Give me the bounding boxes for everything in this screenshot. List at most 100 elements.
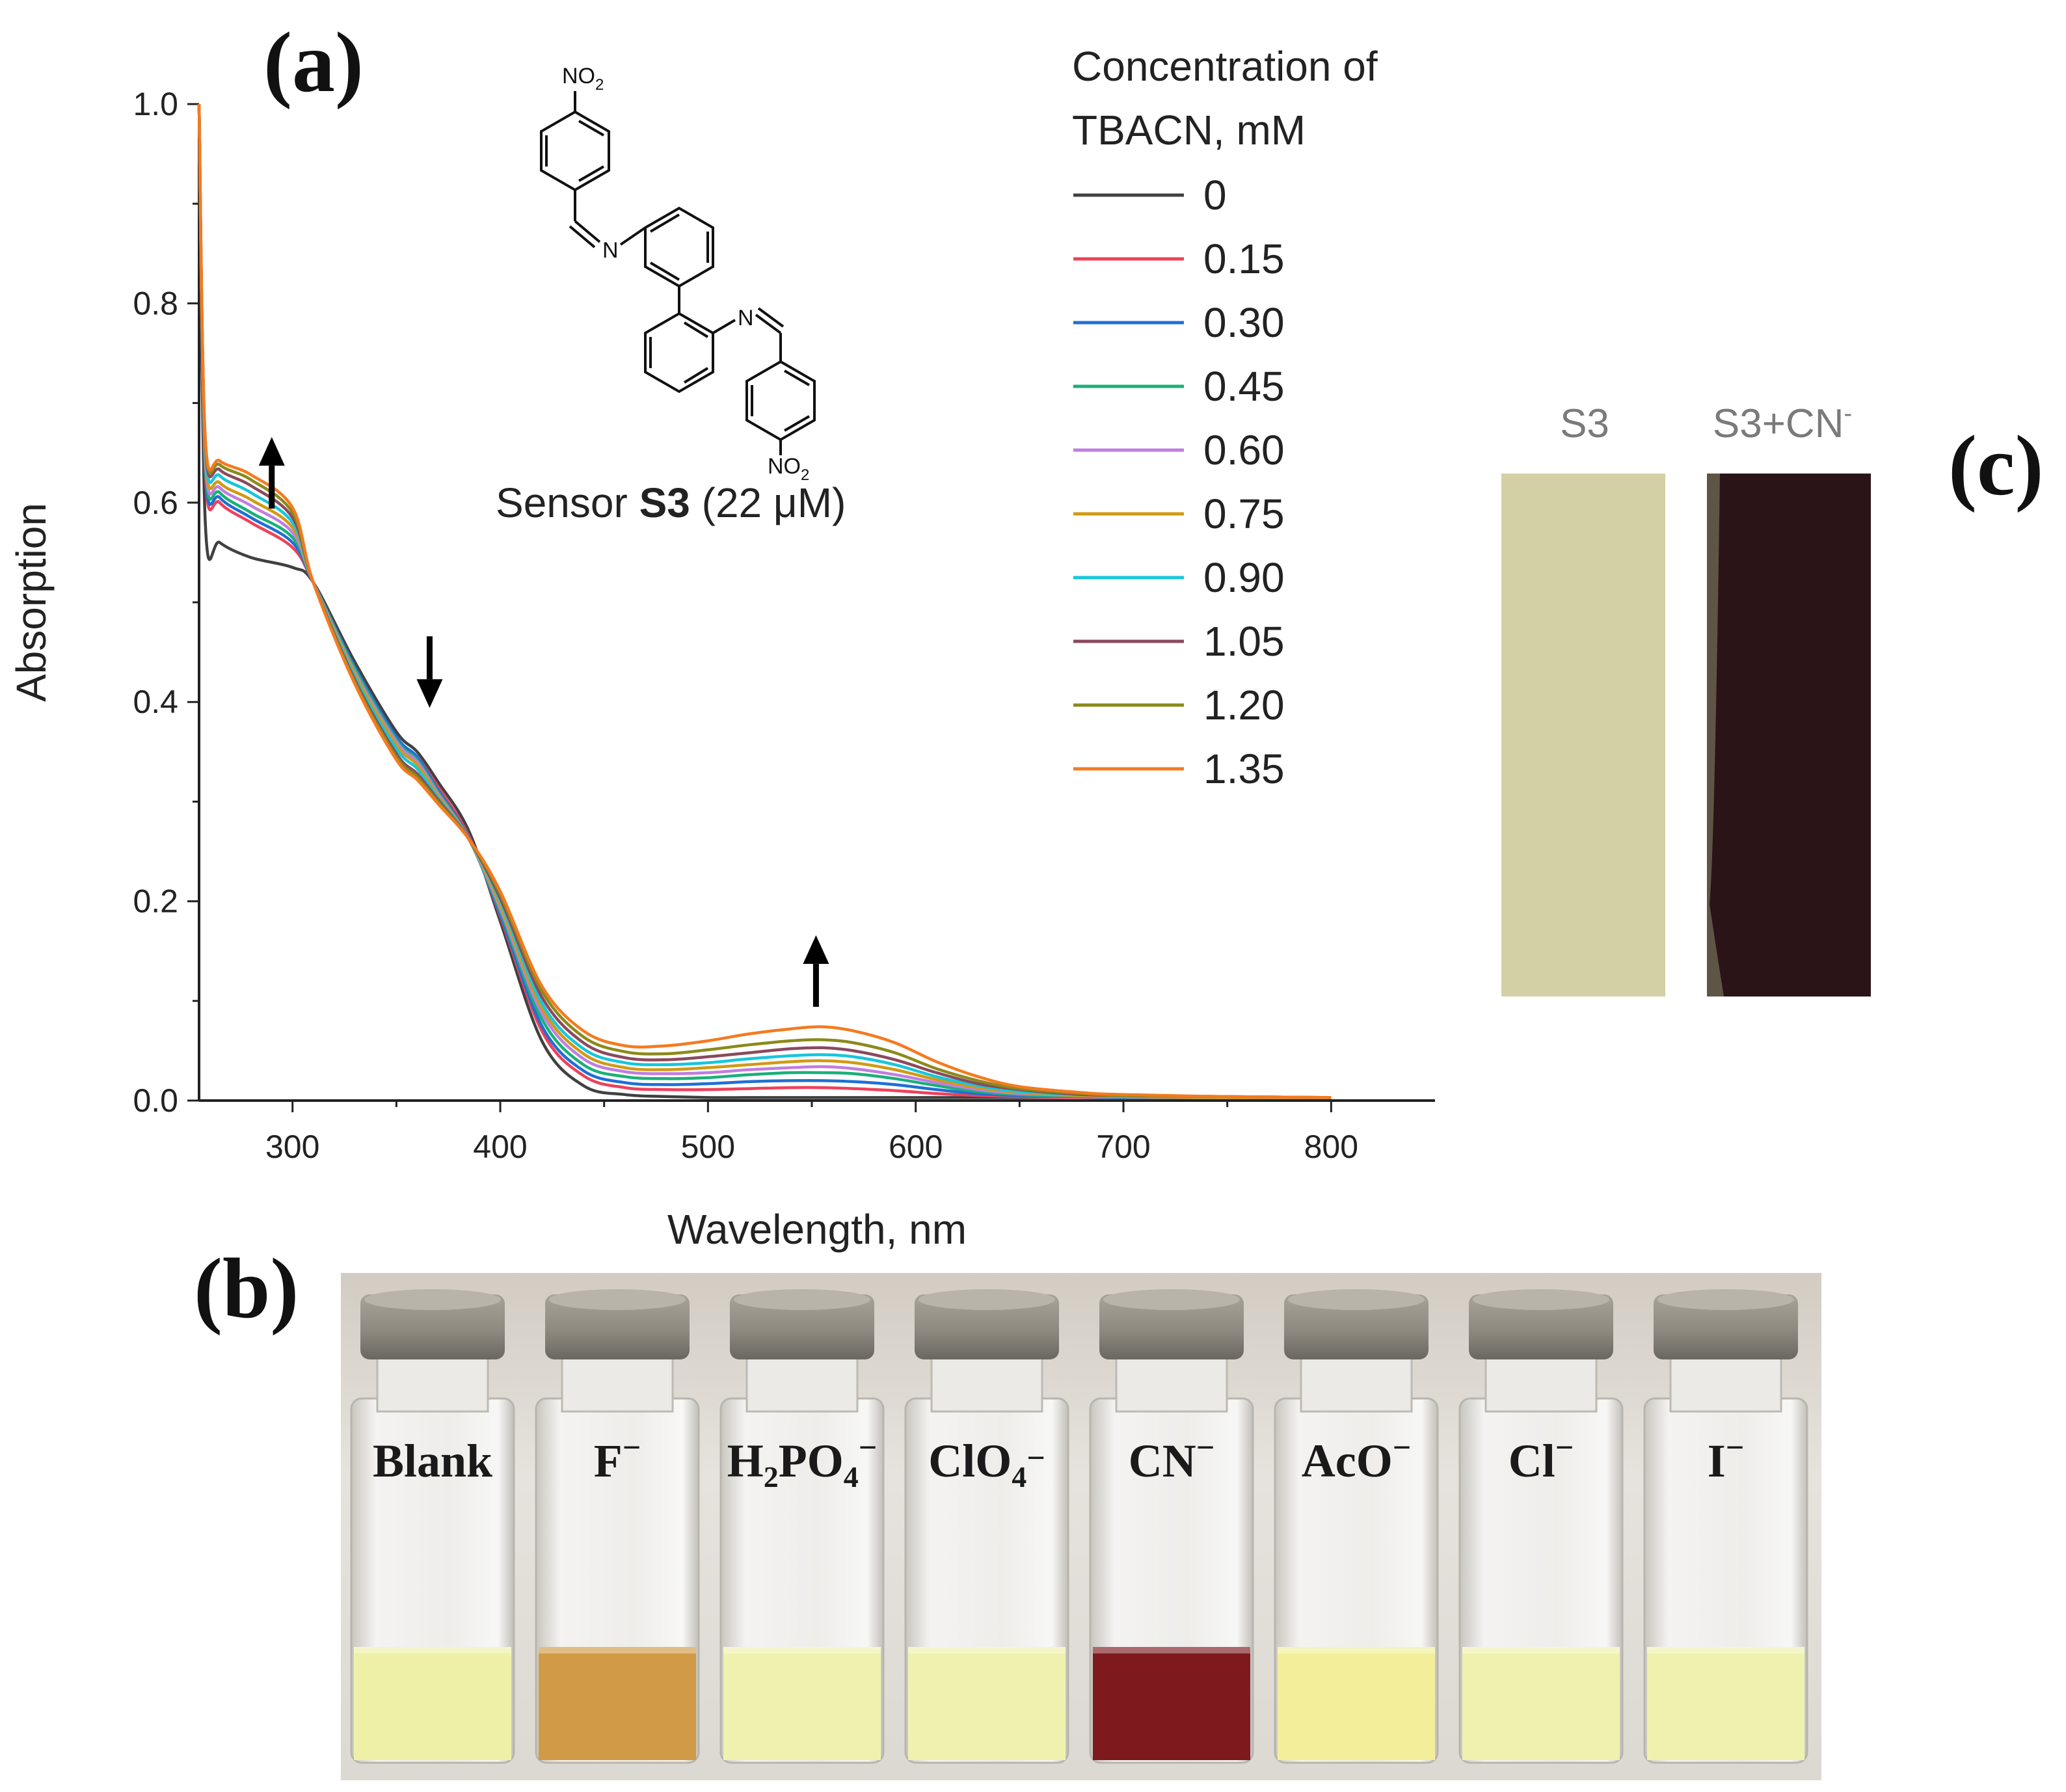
x-tick-label-400: 400: [473, 1129, 527, 1165]
vial-neck: [745, 1352, 859, 1413]
x-tick-label-800: 800: [1304, 1129, 1358, 1165]
y-axis-title: Absorption: [8, 503, 55, 702]
y-tick-label-0.8: 0.8: [133, 285, 178, 321]
series-line-0.15: [197, 103, 1332, 1099]
vial-meniscus: [1093, 1647, 1250, 1653]
absorption-chart: 300 400 500 600 700 800 0.0 0.2 0.4 0.6 0.8 1.0 Wa…: [8, 86, 1435, 1253]
x-tick-label-300: 300: [265, 1129, 319, 1165]
vial-liquid: [908, 1647, 1066, 1760]
benzene-ring-1: [540, 110, 610, 192]
vial-cap: [1099, 1294, 1244, 1359]
vial-cap-top: [549, 1289, 686, 1310]
vial-meniscus: [1462, 1647, 1620, 1653]
vial-4: ClO4−: [904, 1289, 1069, 1764]
y-ticks: 0.0 0.2 0.4 0.6 0.8 1.0: [133, 86, 199, 1119]
legend-label-1.20: 1.20: [1203, 682, 1285, 729]
x-tick-label-700: 700: [1096, 1129, 1150, 1165]
panel-label-c: (c): [1948, 418, 2044, 513]
vial-neck: [1484, 1352, 1598, 1413]
vial-liquid: [1093, 1647, 1250, 1760]
series-line-0.60: [197, 103, 1332, 1099]
series-line-0.75: [197, 103, 1332, 1099]
legend-label-1.05: 1.05: [1203, 618, 1285, 665]
benzene-ring-2: [644, 206, 714, 288]
vial-liquid: [1647, 1647, 1804, 1760]
legend-label-0.30: 0.30: [1203, 299, 1285, 346]
vial-3: H2PO4−: [719, 1289, 885, 1764]
vial-cap-top: [1288, 1289, 1425, 1310]
y-tick-label-0.2: 0.2: [133, 883, 178, 920]
vial-liquid: [539, 1647, 696, 1760]
vial-5: CN−: [1089, 1289, 1254, 1764]
legend: Concentration of TBACN, mM 0 0.15 0.30 0.45…: [1072, 43, 1378, 792]
panel-label-b: (b): [194, 1240, 299, 1336]
vial-cap-top: [1473, 1289, 1609, 1310]
benzene-ring-3: [644, 312, 714, 394]
vial-1: Blank: [350, 1289, 515, 1764]
vial-neck: [1669, 1352, 1782, 1413]
strip-s3: [1501, 474, 1665, 996]
vial-meniscus: [539, 1647, 696, 1653]
vial-meniscus: [1647, 1647, 1804, 1653]
series-line-1.20: [197, 103, 1332, 1099]
vial-cap-top: [364, 1289, 501, 1310]
bottom-no2-label: NO2: [768, 454, 809, 484]
y-tick-label-1.0: 1.0: [133, 86, 178, 122]
vials-row: Blank F− H2PO4− ClO4− CN− AcO− Cl− I−: [350, 1289, 1808, 1764]
series-line-0: [197, 103, 1332, 1099]
series-line-0.90: [197, 103, 1332, 1099]
y-tick-label-0.0: 0.0: [133, 1082, 178, 1119]
vial-neck: [561, 1352, 674, 1413]
panel-label-a: (a): [263, 14, 364, 110]
imine-n-1: N: [602, 238, 619, 263]
test-strips: S3 S3+CN-: [1501, 400, 1871, 996]
vial-cap-top: [1657, 1289, 1794, 1310]
vial-cap: [360, 1294, 505, 1359]
vial-meniscus: [908, 1647, 1066, 1653]
legend-label-0.90: 0.90: [1203, 554, 1285, 601]
imine-n-2: N: [738, 306, 754, 330]
vial-label-1: Blank: [373, 1435, 492, 1487]
strip-label-s3-cn: S3+CN-: [1713, 400, 1852, 446]
top-no2-label: NO2: [562, 64, 604, 94]
trend-arrow-up-2: [803, 935, 829, 964]
vial-cap: [1654, 1294, 1798, 1359]
series-line-1.05: [197, 103, 1332, 1099]
legend-items: 0 0.15 0.30 0.45 0.60 0.75 0.90 1.05 1.20 1.35: [1073, 172, 1285, 792]
vial-cap: [730, 1294, 874, 1359]
legend-label-0.45: 0.45: [1203, 363, 1285, 410]
vial-neck: [930, 1352, 1043, 1413]
legend-title-line-1: Concentration of: [1072, 43, 1378, 90]
legend-label-0.15: 0.15: [1203, 235, 1285, 282]
vial-6: AcO−: [1274, 1289, 1439, 1764]
x-tick-label-600: 600: [889, 1129, 943, 1165]
vial-liquid: [354, 1647, 511, 1760]
series-lines: [197, 103, 1332, 1099]
trend-arrow-up-0: [258, 436, 285, 466]
vial-label-2: F−: [594, 1429, 641, 1487]
legend-label-0.60: 0.60: [1203, 427, 1285, 474]
strip-s3-cn-edge: [1707, 474, 1724, 996]
vial-cap: [915, 1294, 1059, 1359]
vial-neck: [1115, 1352, 1228, 1413]
vial-cap: [1284, 1294, 1429, 1359]
strip-s3-cn: [1707, 474, 1871, 996]
vial-label-6: AcO−: [1302, 1429, 1411, 1487]
vial-label-4: ClO4−: [928, 1435, 1045, 1493]
x-tick-label-500: 500: [681, 1129, 735, 1165]
trend-arrows: [258, 436, 829, 1007]
series-line-0.45: [197, 103, 1332, 1099]
vial-cap: [1469, 1294, 1613, 1359]
series-line-0.30: [197, 103, 1332, 1099]
legend-label-1.35: 1.35: [1203, 745, 1285, 792]
vial-meniscus: [354, 1647, 511, 1653]
trend-arrow-down-1: [416, 679, 443, 708]
series-line-1.35: [197, 103, 1332, 1099]
legend-label-0.75: 0.75: [1203, 490, 1285, 537]
vial-label-3: H2PO4−: [727, 1429, 878, 1493]
vial-liquid: [1278, 1647, 1435, 1760]
y-tick-label-0.4: 0.4: [133, 684, 178, 720]
vial-label-8: I−: [1708, 1429, 1745, 1487]
x-axis-title: Wavelength, nm: [667, 1206, 967, 1253]
